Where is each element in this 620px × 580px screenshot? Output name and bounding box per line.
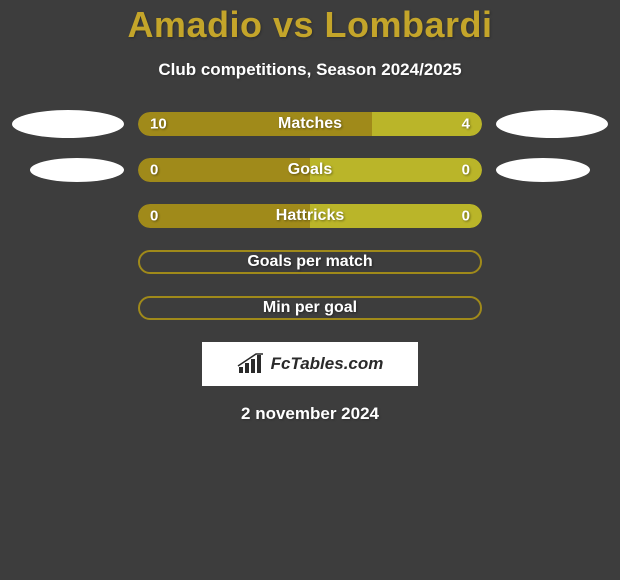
- row-goals: 0 Goals 0: [0, 158, 620, 182]
- bar-goals-per-match: Goals per match: [138, 250, 482, 274]
- subtitle: Club competitions, Season 2024/2025: [0, 60, 620, 80]
- hattricks-right-value: 0: [462, 208, 470, 225]
- matches-left-value: 10: [150, 116, 167, 133]
- gpm-label: Goals per match: [247, 253, 372, 271]
- player2-badge-matches: [496, 110, 608, 138]
- bar-goals-right: [310, 158, 482, 182]
- bar-goals: 0 Goals 0: [138, 158, 482, 182]
- mpg-label: Min per goal: [263, 299, 357, 317]
- bar-goals-left: [138, 158, 310, 182]
- player2-badge-goals: [496, 158, 590, 182]
- bar-hattricks: 0 Hattricks 0: [138, 204, 482, 228]
- goals-left-value: 0: [150, 162, 158, 179]
- player1-name: Amadio: [127, 4, 262, 45]
- player2-name: Lombardi: [325, 4, 493, 45]
- matches-label: Matches: [278, 115, 342, 133]
- goals-right-value: 0: [462, 162, 470, 179]
- vs-text: vs: [273, 4, 314, 45]
- hattricks-label: Hattricks: [276, 207, 344, 225]
- hattricks-left-value: 0: [150, 208, 158, 225]
- bar-matches: 10 Matches 4: [138, 112, 482, 136]
- date-text: 2 november 2024: [0, 404, 620, 424]
- page-title: Amadio vs Lombardi: [0, 4, 620, 46]
- player1-badge-goals: [30, 158, 124, 182]
- matches-right-value: 4: [462, 116, 470, 133]
- row-hattricks: 0 Hattricks 0: [0, 204, 620, 228]
- bar-chart-icon: [237, 353, 265, 375]
- player1-badge-matches: [12, 110, 124, 138]
- comparison-container: Amadio vs Lombardi Club competitions, Se…: [0, 0, 620, 580]
- goals-label: Goals: [288, 161, 332, 179]
- fctables-logo[interactable]: FcTables.com: [202, 342, 418, 386]
- bar-min-per-goal: Min per goal: [138, 296, 482, 320]
- row-matches: 10 Matches 4: [0, 112, 620, 136]
- logo-text: FcTables.com: [271, 354, 384, 374]
